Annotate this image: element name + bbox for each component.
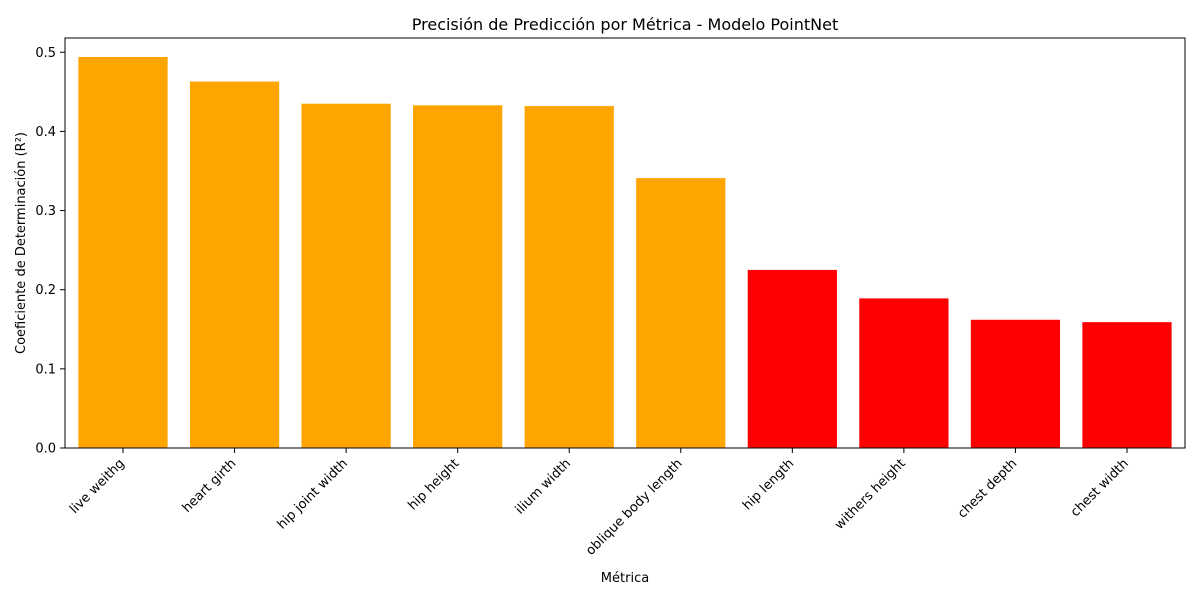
y-axis: 0.0 0.1 0.2 0.3 0.4 0.5	[35, 46, 65, 457]
y-axis-label: Coeficiente de Determinación (R²)	[14, 132, 29, 354]
y-tick-label: 0.1	[35, 362, 56, 377]
x-tick-label: hip length	[740, 456, 797, 513]
bars-layer	[78, 57, 1172, 448]
y-tick-label: 0.3	[35, 204, 56, 219]
y-tick-label: 0.4	[35, 125, 56, 140]
y-tick-label: 0.5	[35, 46, 56, 61]
x-axis: live weithg heart girth hip joint width hip…	[67, 448, 1132, 559]
x-tick-label: heart girth	[180, 456, 240, 516]
x-tick-label: chest width	[1068, 456, 1132, 520]
x-tick-label: chest depth	[955, 456, 1020, 521]
bar-hip-height	[413, 105, 503, 448]
y-tick-label: 0.2	[35, 283, 56, 298]
x-tick-label: oblique body length	[583, 456, 685, 558]
x-tick-label: hip height	[405, 456, 462, 513]
bar-live-weithg	[78, 57, 168, 448]
bar-withers-height	[859, 298, 949, 448]
x-tick-label: live weithg	[67, 456, 128, 517]
x-tick-label: hip joint width	[275, 456, 351, 532]
x-axis-label: Métrica	[601, 571, 649, 586]
bar-hip-length	[747, 269, 837, 448]
bar-oblique-body-length	[636, 178, 726, 448]
chart-title: Precisión de Predicción por Métrica - Mo…	[412, 15, 838, 34]
bar-heart-girth	[189, 81, 280, 448]
bar-chest-depth	[970, 319, 1061, 448]
x-tick-label: ilium width	[513, 456, 574, 517]
x-tick-label: withers height	[832, 456, 909, 533]
bar-hip-joint-width	[301, 103, 391, 448]
bar-ilium-width	[524, 106, 614, 448]
y-tick-label: 0.0	[35, 442, 56, 457]
bar-chest-width	[1082, 322, 1172, 448]
plot-frame	[64, 37, 1186, 449]
